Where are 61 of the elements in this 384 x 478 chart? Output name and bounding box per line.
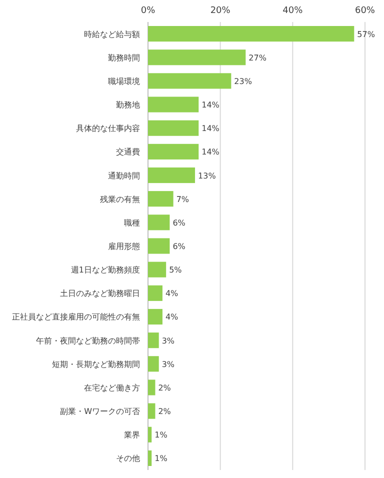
data-label: 14%	[202, 124, 220, 134]
bar	[148, 50, 246, 66]
y-tick-label: 雇用形態	[108, 242, 140, 251]
y-tick-label: 具体的な仕事内容	[76, 124, 140, 134]
data-label: 7%	[176, 194, 190, 204]
bar	[148, 120, 199, 136]
bar	[148, 380, 156, 396]
data-label: 6%	[172, 242, 186, 251]
data-label: 23%	[234, 76, 252, 86]
data-label: 3%	[162, 336, 175, 346]
data-label: 5%	[169, 266, 182, 275]
data-label: 14%	[202, 148, 220, 157]
y-tick-label: 週1日など勤務頻度	[70, 266, 140, 275]
y-tick-label: 交通費	[116, 148, 140, 157]
data-label: 3%	[162, 360, 175, 369]
data-label: 6%	[172, 218, 186, 228]
bar	[148, 332, 159, 348]
y-tick-label: 勤務地	[116, 100, 140, 110]
y-tick-label: 勤務時間	[108, 53, 140, 62]
y-tick-label: 副業・Wワークの可否	[60, 407, 140, 416]
data-label: 13%	[198, 171, 216, 180]
data-label: 14%	[202, 100, 220, 110]
y-tick-label: 職場環境	[108, 76, 140, 86]
x-tick-label: 60%	[354, 6, 376, 16]
bar	[148, 191, 174, 207]
y-tick-label: 土日のみなど勤務曜日	[60, 289, 140, 298]
bar	[148, 238, 170, 254]
y-tick-label: その他	[116, 454, 140, 464]
bar	[148, 167, 196, 184]
data-label: 1%	[154, 430, 168, 440]
y-tick-label: 短期・長期など勤務期間	[52, 360, 140, 369]
y-tick-label: 時給など給与額	[84, 30, 140, 39]
x-tick-label: 0%	[140, 6, 156, 16]
y-tick-label: 職種	[124, 218, 140, 228]
y-tick-label: 午前・夜間など勤務の時間帯	[36, 336, 140, 346]
bar	[148, 285, 162, 301]
data-label: 4%	[165, 289, 179, 298]
data-label: 2%	[158, 383, 172, 392]
bar	[148, 144, 199, 160]
bar	[148, 214, 170, 230]
bar	[148, 403, 156, 419]
bar	[148, 96, 199, 112]
y-tick-label: 正社員など直接雇用の可能性の有無	[12, 312, 140, 322]
y-tick-label: 残業の有無	[100, 194, 140, 204]
bar	[148, 426, 152, 442]
bar	[148, 450, 152, 466]
y-tick-label: 通勤時間	[108, 171, 140, 180]
y-tick-label: 業界	[124, 430, 140, 440]
x-tick-label: 20%	[210, 6, 231, 16]
bar	[148, 308, 162, 325]
bar	[148, 262, 166, 278]
data-label: 2%	[158, 407, 172, 416]
bar	[148, 26, 354, 42]
bar	[148, 73, 232, 89]
x-tick-label: 40%	[282, 6, 304, 16]
data-label: 4%	[165, 312, 179, 322]
data-label: 57%	[357, 30, 376, 39]
data-label: 27%	[248, 53, 267, 62]
data-label: 1%	[154, 454, 168, 464]
y-tick-label: 在宅など働き方	[84, 383, 140, 392]
bar	[148, 356, 159, 372]
